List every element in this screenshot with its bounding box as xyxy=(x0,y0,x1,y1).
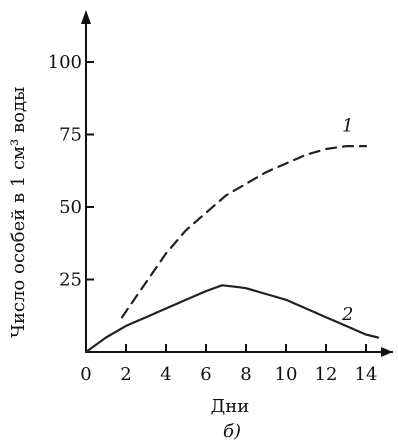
y-tick-label: 100 xyxy=(48,52,82,73)
x-tick-label: 0 xyxy=(80,364,91,385)
y-axis-label: Число особей в 1 см³ воды xyxy=(8,87,29,338)
x-tick-label: 12 xyxy=(315,364,338,385)
y-axis-arrow xyxy=(81,10,91,24)
y-tick-label: 50 xyxy=(59,197,82,218)
x-tick-label: 2 xyxy=(120,364,131,385)
x-axis-arrow xyxy=(381,347,393,357)
series-line-2 xyxy=(84,284,380,354)
x-tick-label: 10 xyxy=(275,364,298,385)
axes-layer xyxy=(81,10,393,357)
subcaption: б) xyxy=(223,421,241,442)
series-label-1: 1 xyxy=(342,116,353,137)
x-tick-label: 6 xyxy=(200,364,211,385)
x-tick-label: 4 xyxy=(160,364,171,385)
x-tick-label: 8 xyxy=(240,364,251,385)
x-axis-label: Дни xyxy=(211,396,250,417)
series-line-1 xyxy=(120,145,368,319)
x-tick-label: 14 xyxy=(355,364,378,385)
series-label-2: 2 xyxy=(341,304,353,325)
y-tick-label: 25 xyxy=(59,270,82,291)
series-layer xyxy=(84,145,380,354)
y-tick-label: 75 xyxy=(59,125,82,146)
